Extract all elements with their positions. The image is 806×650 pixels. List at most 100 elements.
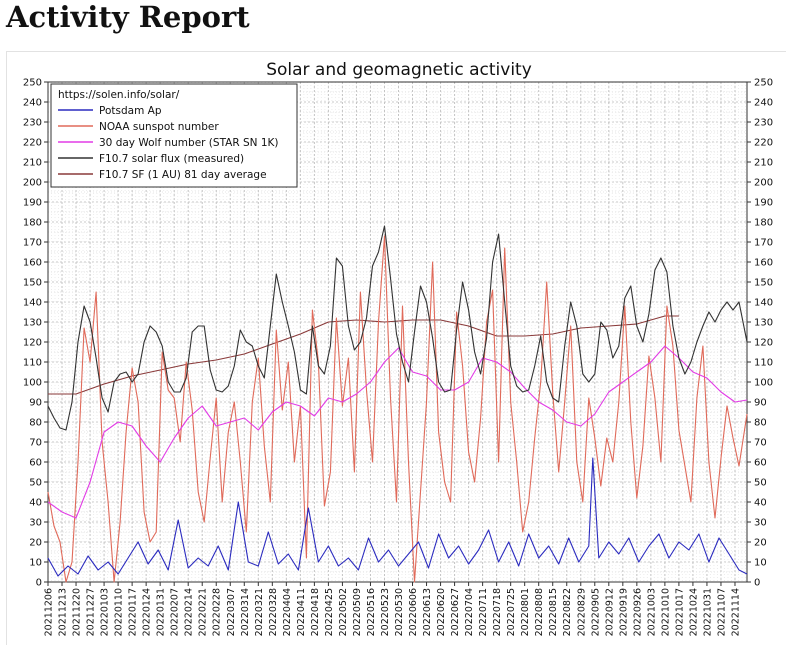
y-tick-label-left: 40 — [29, 498, 42, 509]
x-tick-label: 20220829 — [576, 588, 587, 636]
page-heading: Activity Report — [6, 0, 250, 34]
y-tick-label-left: 160 — [23, 258, 42, 269]
y-tick-label-right: 200 — [754, 178, 773, 189]
x-tick-label: 20220801 — [520, 588, 531, 636]
x-tick-label: 20211213 — [58, 588, 69, 636]
x-tick-label: 20220321 — [254, 588, 265, 636]
x-tick-label: 20220411 — [296, 588, 307, 636]
chart-legend: https://solen.info/solar/Potsdam Ap NOAA … — [50, 83, 298, 188]
y-tick-label-left: 0 — [36, 578, 42, 589]
y-tick-label-left: 150 — [23, 278, 42, 289]
x-tick-label: 20220110 — [114, 588, 125, 636]
y-tick-label-left: 130 — [23, 318, 42, 329]
series-line-f10-7-sf-1-au-81-day-average — [48, 315, 679, 395]
series-line-30-day-wolf-number-star-sn-1k — [47, 345, 748, 519]
y-tick-label-left: 250 — [23, 78, 42, 89]
x-tick-label: 20220307 — [226, 588, 237, 636]
y-tick-label-left: 140 — [23, 298, 42, 309]
y-tick-label-left: 230 — [23, 118, 42, 129]
y-tick-label-right: 110 — [754, 358, 773, 369]
x-tick-label: 20220530 — [394, 588, 405, 636]
chart-series — [47, 225, 748, 583]
x-tick-label: 20220404 — [282, 588, 293, 636]
y-tick-label-left: 60 — [29, 458, 42, 469]
x-tick-label: 20220207 — [170, 588, 181, 636]
plot-frame — [47, 81, 748, 583]
legend-box — [50, 83, 298, 188]
x-tick-label: 20220418 — [310, 588, 321, 636]
y-tick-label-right: 180 — [754, 218, 773, 229]
y-tick-label-left: 170 — [23, 238, 42, 249]
x-tick-label: 20221017 — [674, 588, 685, 636]
x-tick-label: 20220905 — [590, 588, 601, 636]
chart-title: Solar and geomagnetic activity — [266, 60, 532, 80]
x-tick-label: 20220328 — [268, 588, 279, 636]
y-tick-label-right: 140 — [754, 298, 773, 309]
x-tick-label: 20220725 — [506, 588, 517, 636]
y-tick-label-right: 0 — [754, 578, 760, 589]
legend-entry: 30 day Wolf number (STAR SN 1K) — [99, 137, 279, 149]
y-tick-label-right: 170 — [754, 238, 773, 249]
y-tick-label-left: 240 — [23, 98, 42, 109]
y-tick-label-left: 220 — [23, 138, 42, 149]
x-tick-label: 20220620 — [436, 588, 447, 636]
x-tick-label: 20220103 — [100, 588, 111, 636]
y-tick-label-left: 100 — [23, 378, 42, 389]
y-tick-label-left: 90 — [29, 398, 42, 409]
x-tick-label: 20220808 — [534, 588, 545, 636]
x-tick-label: 20220502 — [338, 588, 349, 636]
y-tick-label-right: 80 — [754, 418, 767, 429]
y-tick-label-left: 200 — [23, 178, 42, 189]
y-tick-label-right: 30 — [754, 518, 767, 529]
y-tick-label-right: 40 — [754, 498, 767, 509]
y-tick-label-right: 50 — [754, 478, 767, 489]
y-tick-label-left: 70 — [29, 438, 42, 449]
y-tick-label-right: 100 — [754, 378, 773, 389]
y-tick-label-right: 190 — [754, 198, 773, 209]
y-tick-label-left: 10 — [29, 558, 42, 569]
y-tick-label-left: 20 — [29, 538, 42, 549]
y-tick-label-left: 120 — [23, 338, 42, 349]
x-tick-label: 20220718 — [492, 588, 503, 636]
y-tick-label-right: 60 — [754, 458, 767, 469]
x-tick-label: 20220509 — [352, 588, 363, 636]
y-tick-label-right: 20 — [754, 538, 767, 549]
y-tick-label-right: 90 — [754, 398, 767, 409]
y-tick-label-right: 150 — [754, 278, 773, 289]
y-tick-label-right: 250 — [754, 78, 773, 89]
x-tick-label: 20221010 — [660, 588, 671, 636]
y-tick-label-right: 70 — [754, 438, 767, 449]
legend-entry: F10.7 SF (1 AU) 81 day average — [99, 169, 267, 181]
x-tick-label: 20211206 — [44, 588, 55, 636]
y-tick-label-left: 190 — [23, 198, 42, 209]
x-tick-label: 20220815 — [548, 588, 559, 636]
y-tick-label-left: 50 — [29, 478, 42, 489]
x-tick-label: 20220523 — [380, 588, 391, 636]
chart-axes: 0 0 10 10 20 20 30 30 40 40 50 50 60 60 70 70 80 80 90 90 10… — [23, 78, 773, 637]
x-tick-label: 20220131 — [156, 588, 167, 636]
y-tick-label-right: 220 — [754, 138, 773, 149]
y-tick-label-right: 160 — [754, 258, 773, 269]
x-tick-label: 20220919 — [618, 588, 629, 636]
series-line-noaa-sunspot-number — [47, 235, 748, 583]
y-tick-label-left: 110 — [23, 358, 42, 369]
x-tick-label: 20220221 — [198, 588, 209, 636]
x-tick-label: 20220822 — [562, 588, 573, 636]
legend-source-label: https://solen.info/solar/ — [58, 89, 180, 101]
x-tick-label: 20220516 — [366, 588, 377, 636]
y-tick-label-left: 180 — [23, 218, 42, 229]
y-tick-label-left: 80 — [29, 418, 42, 429]
series-line-f10-7-solar-flux-measured — [47, 225, 748, 431]
chart-figure: Solar and geomagnetic activity 0 0 10 10 20 2… — [6, 51, 787, 646]
y-tick-label-right: 130 — [754, 318, 773, 329]
x-tick-label: 20221024 — [688, 588, 699, 636]
x-tick-label: 20220711 — [478, 588, 489, 636]
x-tick-label: 20220613 — [422, 588, 433, 636]
x-tick-label: 20220124 — [142, 588, 153, 636]
x-tick-label: 20220314 — [240, 588, 251, 636]
y-tick-label-left: 210 — [23, 158, 42, 169]
x-tick-label: 20221107 — [716, 588, 727, 636]
y-tick-label-right: 120 — [754, 338, 773, 349]
x-tick-label: 20220606 — [408, 588, 419, 636]
y-tick-label-right: 210 — [754, 158, 773, 169]
